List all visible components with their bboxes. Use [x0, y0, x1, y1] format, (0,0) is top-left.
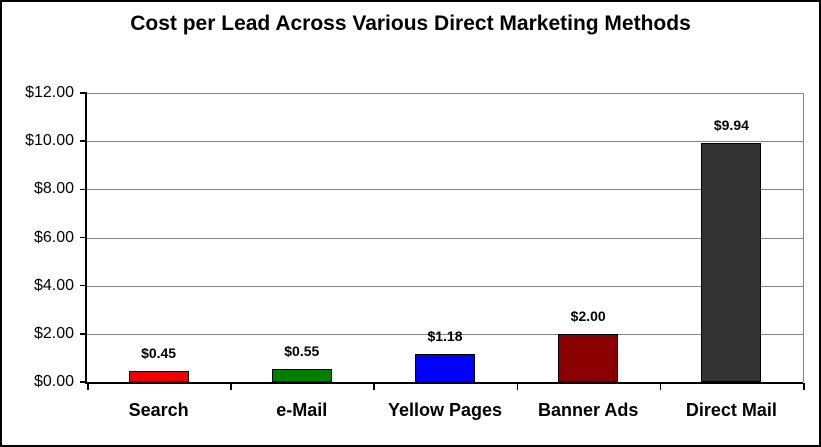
y-axis-tick	[80, 188, 87, 191]
y-axis-label: $4.00	[33, 276, 74, 294]
y-axis-label: $8.00	[33, 180, 74, 198]
x-axis-tick	[373, 383, 375, 390]
y-axis-label: $6.00	[33, 228, 74, 246]
y-axis-label: $10.00	[25, 132, 74, 150]
plot-right-border	[803, 93, 804, 382]
x-axis-tick	[803, 383, 805, 390]
y-axis-label: $12.00	[25, 84, 74, 101]
x-axis-line	[85, 382, 803, 384]
category-label-direct-mail: Direct Mail	[685, 400, 777, 420]
gridline	[87, 285, 803, 287]
y-axis-tick	[80, 284, 87, 287]
y-axis-tick	[80, 236, 87, 239]
chart-title: Cost per Lead Across Various Direct Mark…	[130, 12, 691, 35]
category-label-e-mail: e-Mail	[276, 400, 328, 420]
category-label-search: Search	[128, 400, 189, 420]
x-axis-tick	[230, 383, 232, 390]
x-axis-tick	[516, 383, 519, 390]
y-axis-tick	[80, 381, 87, 383]
y-axis-tick	[80, 92, 87, 94]
bar-yellow-pages	[415, 353, 475, 382]
x-axis-tick	[659, 383, 662, 390]
bar-direct-mail	[701, 142, 762, 382]
gridline	[87, 237, 803, 239]
value-label-search: $0.45	[141, 345, 177, 362]
category-label-yellow-pages: Yellow Pages	[387, 400, 503, 420]
gridline	[87, 141, 803, 143]
gridline	[87, 333, 803, 335]
value-label-e-mail: $0.55	[284, 342, 320, 359]
y-axis-label: $0.00	[33, 373, 74, 390]
x-axis-tick	[87, 383, 89, 390]
bar-search	[128, 371, 189, 382]
value-label-direct-mail: $9.94	[713, 116, 749, 133]
y-axis-label: $2.00	[33, 324, 74, 342]
value-label-banner-ads: $2.00	[570, 307, 606, 324]
y-axis-tick	[80, 140, 87, 142]
gridline	[87, 189, 803, 191]
gridline	[87, 93, 803, 94]
bar-banner-ads	[558, 333, 619, 382]
value-label-yellow-pages: $1.18	[427, 327, 463, 344]
bar-e-mail	[271, 368, 332, 382]
category-label-banner-ads: Banner Ads	[538, 400, 639, 420]
y-axis-tick	[80, 333, 87, 335]
y-axis-line	[85, 93, 87, 382]
